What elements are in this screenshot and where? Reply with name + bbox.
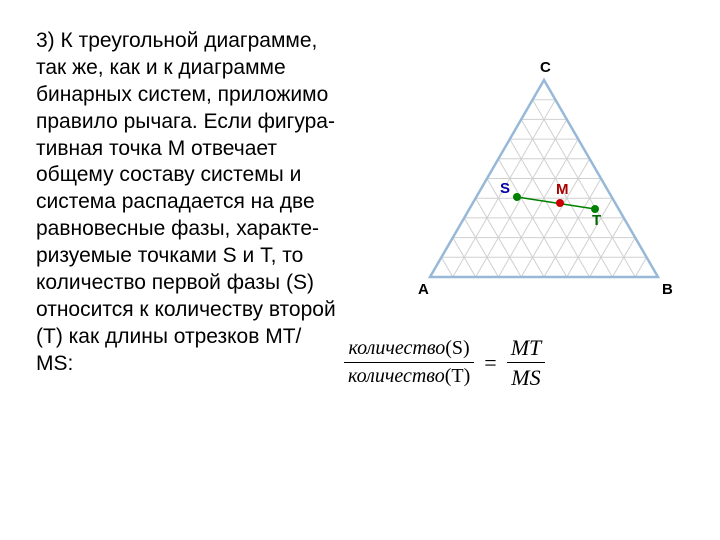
- segment-mt: MT: [507, 335, 546, 360]
- point-label-t: T: [592, 212, 601, 229]
- point-s: [513, 193, 521, 201]
- qty-word-den: количество: [348, 365, 445, 387]
- fraction-left: количество(S) количество(T): [344, 337, 474, 388]
- ternary-diagram: A B C S M T: [400, 42, 688, 312]
- qty-word-num: количество: [349, 337, 446, 359]
- lever-rule-formula: количество(S) количество(T) = MT MS: [344, 335, 545, 391]
- fraction-bar-right: [507, 362, 546, 363]
- qty-arg-num: (S): [445, 337, 469, 359]
- point-label-s: S: [500, 180, 510, 197]
- point-label-m: M: [556, 181, 569, 198]
- body-paragraph: 3) К треугольной диаграмме, так же, как …: [36, 28, 336, 377]
- triangle-grid: [441, 100, 646, 277]
- vertex-label-c: C: [540, 59, 551, 76]
- equals-sign: =: [484, 350, 496, 376]
- segment-ms: MS: [507, 365, 544, 390]
- vertex-label-a: A: [418, 281, 429, 298]
- fraction-bar-left: [344, 362, 474, 363]
- qty-arg-den: (T): [445, 365, 471, 387]
- fraction-right: MT MS: [507, 335, 546, 391]
- vertex-label-b: B: [662, 281, 673, 298]
- point-m: [556, 199, 564, 207]
